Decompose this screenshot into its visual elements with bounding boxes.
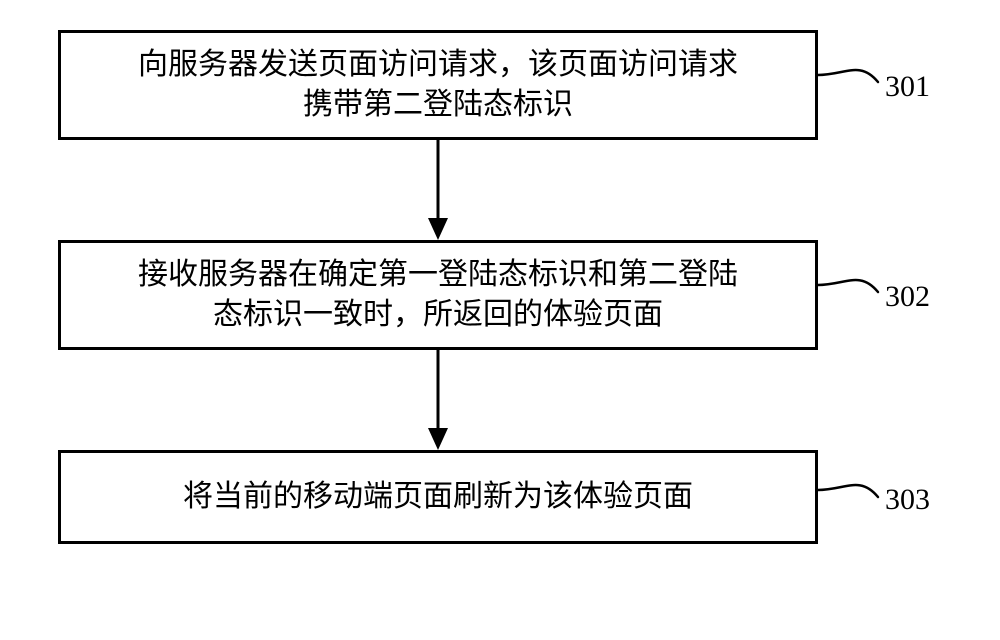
label-connector-c3 [0,0,1000,640]
flowchart-canvas: 向服务器发送页面访问请求，该页面访问请求 携带第二登陆态标识301接收服务器在确… [0,0,1000,640]
